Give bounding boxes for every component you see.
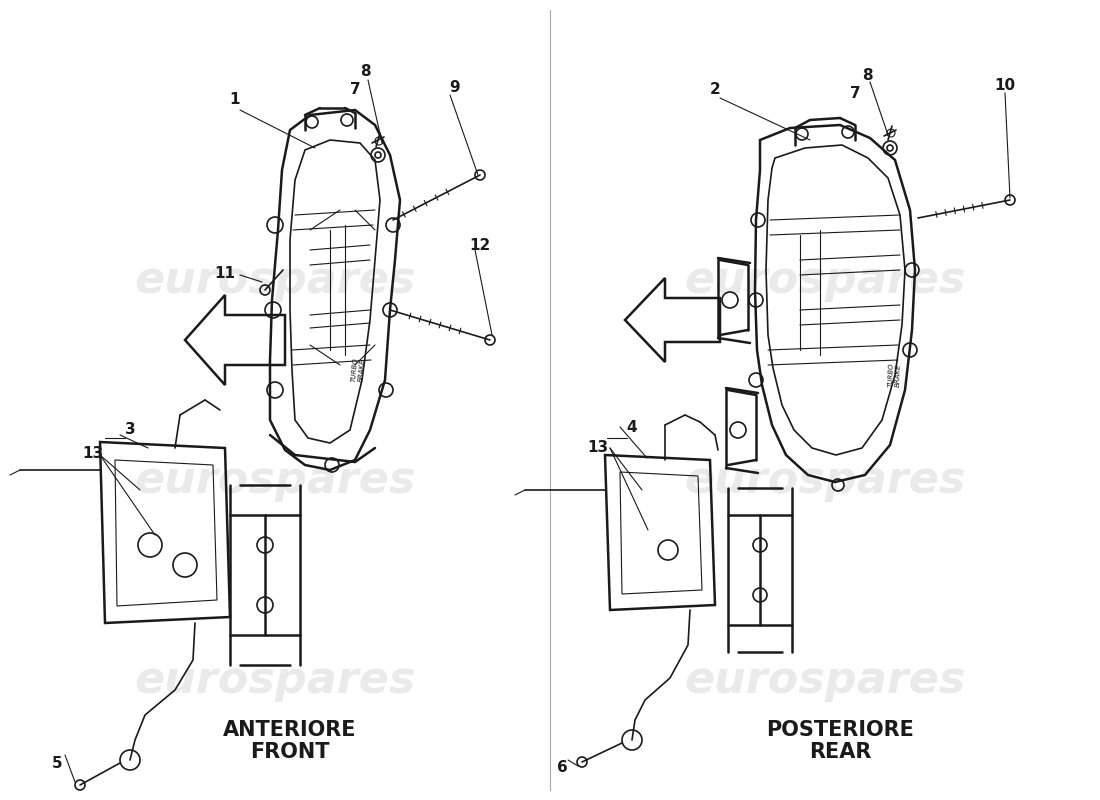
Text: eurospares: eurospares [684,658,966,702]
Text: 7: 7 [350,82,361,98]
Text: 12: 12 [470,238,491,253]
Text: 8: 8 [360,65,371,79]
Text: 2: 2 [710,82,720,98]
Text: 1: 1 [230,93,240,107]
Text: TURBO
BRAKE: TURBO BRAKE [351,358,365,382]
Text: 13: 13 [587,441,608,455]
Text: 7: 7 [849,86,860,101]
Text: 8: 8 [861,67,872,82]
Text: eurospares: eurospares [134,458,416,502]
Text: 9: 9 [450,79,460,94]
Text: 6: 6 [557,761,568,775]
Text: 3: 3 [124,422,135,438]
Text: ANTERIORE: ANTERIORE [223,720,356,740]
Text: FRONT: FRONT [251,742,330,762]
Text: TURBO
BRAKE: TURBO BRAKE [888,362,902,387]
Text: eurospares: eurospares [134,658,416,702]
Text: eurospares: eurospares [684,258,966,302]
Text: 4: 4 [627,419,637,434]
Text: 11: 11 [214,266,235,281]
Text: 13: 13 [82,446,103,461]
Text: eurospares: eurospares [684,458,966,502]
Text: 5: 5 [52,755,63,770]
Text: POSTERIORE: POSTERIORE [766,720,914,740]
Text: REAR: REAR [808,742,871,762]
Text: 10: 10 [994,78,1015,93]
Text: eurospares: eurospares [134,258,416,302]
